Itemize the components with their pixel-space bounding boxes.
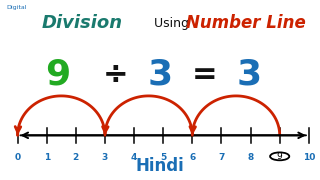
Text: Number Line: Number Line bbox=[186, 14, 305, 32]
Text: 5: 5 bbox=[160, 152, 166, 161]
Text: 0: 0 bbox=[14, 152, 21, 161]
Text: Division: Division bbox=[42, 14, 123, 32]
Text: 8: 8 bbox=[247, 152, 254, 161]
Text: 10: 10 bbox=[303, 152, 315, 161]
Text: 6: 6 bbox=[189, 152, 196, 161]
Text: Digital: Digital bbox=[6, 5, 27, 10]
Text: ÷: ÷ bbox=[102, 60, 128, 89]
Text: 4: 4 bbox=[131, 152, 137, 161]
Text: 1: 1 bbox=[44, 152, 50, 161]
Text: =: = bbox=[192, 60, 218, 89]
Text: Hindi: Hindi bbox=[136, 157, 184, 175]
Text: 3: 3 bbox=[148, 58, 172, 92]
Text: 3: 3 bbox=[237, 58, 262, 92]
Text: 7: 7 bbox=[218, 152, 225, 161]
Text: 3: 3 bbox=[102, 152, 108, 161]
Text: 9: 9 bbox=[45, 58, 70, 92]
Text: Using: Using bbox=[150, 17, 193, 30]
Text: 2: 2 bbox=[73, 152, 79, 161]
Text: 9: 9 bbox=[277, 152, 283, 161]
